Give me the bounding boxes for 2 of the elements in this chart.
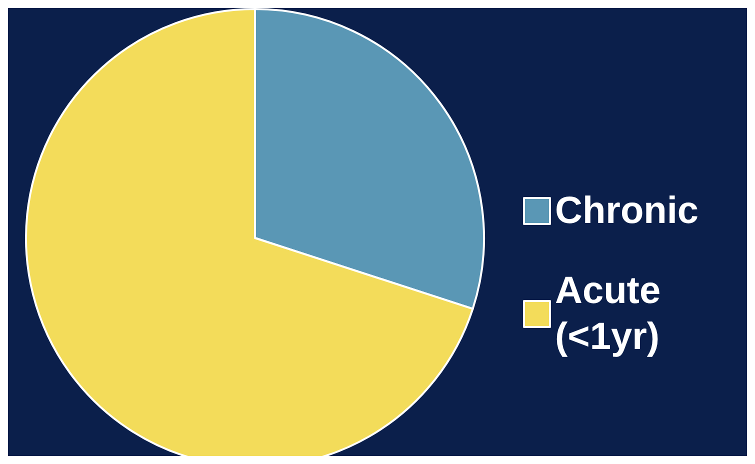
legend-label: Acute (<1yr): [555, 270, 672, 358]
legend-label: Chronic: [555, 190, 699, 232]
